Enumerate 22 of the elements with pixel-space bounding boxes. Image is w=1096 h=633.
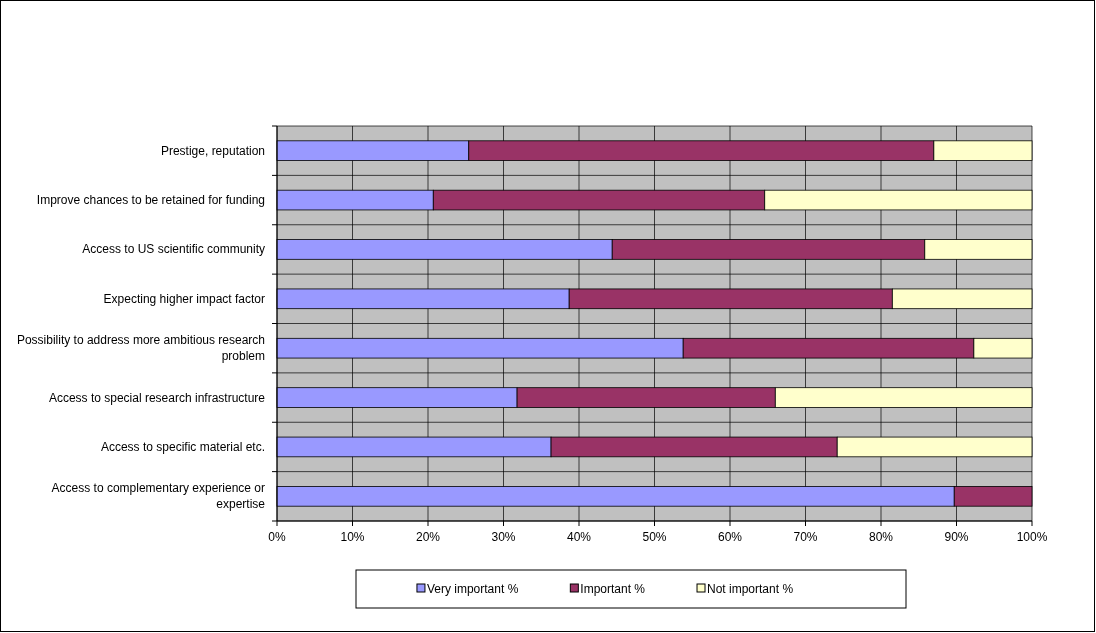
- y-tick-label: Access to US scientific community: [82, 242, 265, 257]
- y-tick-label: Access to specific material etc.: [100, 439, 265, 454]
- x-tick-label: 80%: [868, 530, 894, 544]
- x-tick-label: 100%: [1016, 530, 1048, 544]
- x-tick-label: 0%: [268, 530, 286, 544]
- legend-label: Important %: [580, 582, 646, 596]
- x-tick-label: 90%: [944, 530, 969, 544]
- y-tick-label: Expecting higher impact factor: [103, 291, 265, 306]
- x-tick-label: 30%: [491, 530, 516, 544]
- x-tick-label: 40%: [566, 530, 592, 544]
- y-tick-label: Possibility to address more ambitious research problem: [16, 333, 265, 364]
- legend-label: Very important %: [426, 582, 519, 596]
- x-tick-label: 70%: [793, 530, 818, 544]
- x-tick-label: 20%: [415, 530, 441, 544]
- y-tick-label: Improve chances to be retained for funding: [36, 193, 265, 208]
- x-tick-label: 60%: [717, 530, 743, 544]
- y-tick-label: Access to complementary experience or expertise: [51, 481, 266, 512]
- legend-label: Not important %: [707, 582, 794, 596]
- y-tick-label: Prestige, reputation: [160, 143, 265, 158]
- x-tick-label: 50%: [642, 530, 667, 544]
- x-tick-label: 10%: [340, 530, 365, 544]
- y-tick-label: Access to special research infrastructure: [48, 390, 266, 405]
